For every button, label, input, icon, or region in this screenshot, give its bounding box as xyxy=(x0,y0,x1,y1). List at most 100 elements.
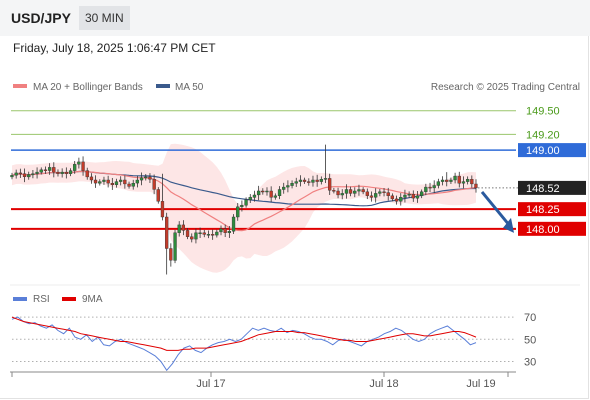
candle xyxy=(378,188,382,197)
x-tick-label: Jul 17 xyxy=(196,378,225,390)
candle xyxy=(390,193,394,202)
candle-body xyxy=(156,189,160,202)
candle-body xyxy=(210,234,215,236)
candle xyxy=(194,228,198,244)
candle xyxy=(353,187,357,198)
candle xyxy=(223,224,227,238)
candle-body xyxy=(198,232,202,235)
candle xyxy=(449,177,453,184)
candle-body xyxy=(365,191,369,196)
candle-body xyxy=(386,192,390,196)
ma50-legend-swatch xyxy=(156,84,170,88)
candle-body xyxy=(85,170,89,178)
candle-body xyxy=(77,161,81,165)
candle xyxy=(85,167,89,180)
candle-body xyxy=(206,234,211,236)
candle xyxy=(369,191,374,202)
level-label-148.52: 148.52 xyxy=(526,183,560,195)
candle-body xyxy=(369,195,374,198)
candle-body xyxy=(48,167,52,171)
timeframe-badge[interactable]: 30 MIN xyxy=(79,6,130,30)
candle-body xyxy=(123,179,127,185)
candle-body xyxy=(72,164,77,171)
candle xyxy=(420,189,424,199)
candle xyxy=(156,187,160,204)
candle-body xyxy=(307,181,311,183)
candle xyxy=(123,175,127,189)
candle-body xyxy=(56,171,60,174)
candle-body xyxy=(22,173,27,177)
level-label-bg xyxy=(518,202,586,217)
candle-body xyxy=(399,197,403,202)
candle xyxy=(177,221,181,237)
candle xyxy=(93,175,98,188)
candle-body xyxy=(311,179,315,183)
candle xyxy=(106,175,110,188)
candle-body xyxy=(39,169,43,173)
candle-body xyxy=(265,190,269,193)
candle-body xyxy=(432,185,436,189)
candle xyxy=(144,174,148,181)
candle xyxy=(411,190,415,202)
candle xyxy=(286,180,290,193)
candle-body xyxy=(348,189,353,194)
candle xyxy=(273,193,277,200)
candle xyxy=(236,203,240,221)
candle xyxy=(148,173,152,184)
candle xyxy=(198,227,202,238)
ma20-line xyxy=(11,170,477,232)
candle-body xyxy=(185,230,190,237)
candle-body xyxy=(164,216,169,249)
candle xyxy=(424,183,428,196)
candle xyxy=(215,229,219,238)
candle xyxy=(453,172,457,184)
candle xyxy=(257,185,261,201)
candle-body xyxy=(445,179,449,182)
credit-text: Research © 2025 Trading Central xyxy=(431,82,580,93)
candle xyxy=(386,187,390,201)
candle xyxy=(68,168,73,177)
forecast-arrow-head xyxy=(503,217,514,233)
rsi-line xyxy=(11,316,477,372)
ma20-legend-swatch xyxy=(13,84,27,88)
candle xyxy=(102,176,106,185)
candle xyxy=(407,191,411,198)
candle xyxy=(64,167,69,179)
candle-body xyxy=(374,193,378,198)
candle-body xyxy=(277,189,282,197)
candle-body xyxy=(89,176,94,181)
candle-body xyxy=(231,216,236,232)
candle-body xyxy=(261,190,265,193)
candle-body xyxy=(466,178,470,182)
candle-body xyxy=(449,179,453,182)
candle xyxy=(382,188,386,197)
candle-body xyxy=(81,161,85,171)
level-label-148.00: 148.00 xyxy=(526,224,560,236)
candle xyxy=(399,193,403,206)
candle xyxy=(114,178,119,188)
rsi-ma-legend-label: 9MA xyxy=(82,294,103,305)
candle xyxy=(72,160,77,174)
candle-body xyxy=(470,178,474,185)
symbol-title: USD/JPY xyxy=(11,10,71,26)
level-label-149.00: 149.00 xyxy=(526,145,560,157)
candle-body xyxy=(93,179,98,184)
candle-body xyxy=(424,186,428,193)
candle xyxy=(227,225,231,238)
x-axis-ticks: Jul 17 Jul 18 Jul 19 xyxy=(11,372,509,390)
candle xyxy=(357,184,361,196)
candle xyxy=(118,176,123,186)
candle xyxy=(261,188,265,195)
candle-body xyxy=(390,195,394,200)
candle-body xyxy=(315,179,319,182)
candle-body xyxy=(420,191,424,196)
rsi-ma-legend-swatch xyxy=(62,297,76,301)
candle-body xyxy=(148,176,152,180)
candle-body xyxy=(428,186,432,189)
candle-body xyxy=(298,179,303,182)
candle-body xyxy=(240,204,244,207)
candle-body xyxy=(340,193,344,196)
candle xyxy=(131,179,135,190)
candle-body xyxy=(461,181,466,184)
